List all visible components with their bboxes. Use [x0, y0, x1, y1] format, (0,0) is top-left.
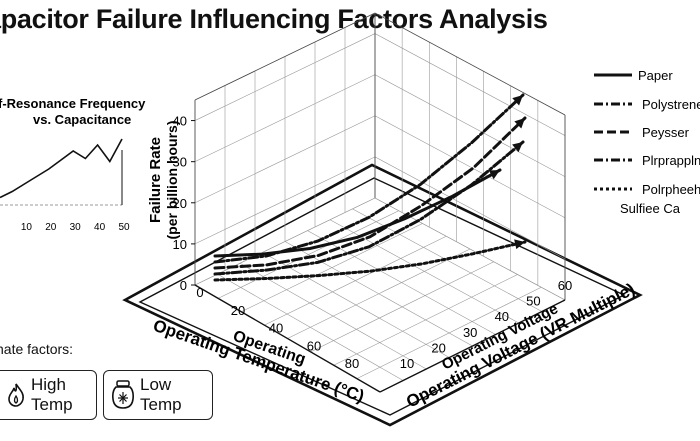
wall-grid-line — [374, 115, 566, 219]
y-tick-label: 10 — [173, 237, 187, 252]
floor-grid-line — [310, 261, 494, 353]
floor-grid-line — [352, 208, 543, 312]
volt-tick-label: 10 — [400, 356, 414, 371]
y-tick-label: 30 — [173, 155, 187, 170]
low-temp-button[interactable]: Low Temp — [103, 370, 213, 420]
legend-label-5-line2: Sulfiee Ca — [620, 201, 681, 216]
series-arrow-1 — [488, 170, 500, 180]
inset-x-tick-label: 30 — [70, 222, 82, 233]
inset-title-line1: f-Resonance Frequency — [0, 96, 146, 111]
inset-x-tick-label: 10 — [21, 222, 33, 233]
y-tick-label: 20 — [173, 196, 187, 211]
temp-tick-label: 60 — [307, 338, 321, 353]
base-outer-frame — [122, 163, 643, 427]
high-temp-button[interactable]: High Temp — [0, 370, 97, 420]
temp-tick-label: 80 — [345, 356, 359, 371]
wall-grid-line — [374, 156, 566, 260]
series-arrow-5 — [514, 239, 525, 250]
page-title: apacitor Failure Influencing Factors Ana… — [0, 4, 548, 34]
base-inner-frame — [138, 177, 626, 416]
volt-tick-label: 60 — [558, 278, 572, 293]
y-tick-label: 40 — [173, 114, 187, 129]
wall-edge — [374, 12, 566, 116]
series-line-4 — [213, 140, 525, 276]
y-axis-label-line1: Failure Rate — [147, 137, 164, 223]
wall-edge — [194, 12, 376, 101]
series-arrow-3 — [514, 118, 525, 129]
series-line-5 — [213, 240, 527, 282]
series-arrow-4 — [512, 142, 523, 153]
temp-tick-label: 0 — [196, 285, 203, 300]
volt-tick-label: 30 — [463, 325, 477, 340]
inset-x-tick-label: 40 — [94, 222, 106, 233]
legend-label-3: Peysser — [642, 125, 690, 140]
floor-grid-line — [333, 274, 518, 366]
legend-label-5: Polrpheeh — [642, 182, 700, 197]
wall-grid-line — [194, 33, 376, 121]
inset-title-line2: vs. Capacitance — [33, 112, 131, 127]
y-tick-label: 0 — [180, 278, 187, 293]
volt-tick-label: 40 — [495, 309, 509, 324]
series-arrow-2 — [512, 95, 523, 106]
y-axis-label-line2: (per billion hours) — [164, 121, 180, 240]
climate-factors-label: nate factors: — [0, 341, 74, 357]
wall-grid-line — [374, 74, 566, 177]
inset-series-line — [0, 138, 123, 199]
floor-grid-line — [356, 286, 542, 379]
low-temp-label: Low Temp — [140, 375, 182, 414]
temp-tick-label: 20 — [231, 303, 245, 318]
inset-x-tick-label: 50 — [118, 222, 130, 233]
volt-axis-line — [379, 299, 566, 393]
wall-grid-line — [194, 156, 376, 245]
temp-axis-line — [194, 284, 381, 393]
legend-label-4: Plrprappln — [642, 153, 700, 168]
wall-grid-line — [374, 33, 566, 136]
legend-label-2: Polystrene — [642, 97, 700, 112]
floor-grid-line — [307, 230, 496, 335]
wall-grid-line — [194, 74, 376, 162]
series-line-1 — [213, 168, 502, 258]
wall-grid-line — [194, 197, 376, 286]
temp-tick-label: 40 — [269, 321, 283, 336]
volt-tick-label: 50 — [526, 294, 540, 309]
snowflake-jar-icon — [110, 379, 136, 411]
floor-grid-line — [287, 248, 471, 339]
inset-x-tick-label: 20 — [45, 222, 57, 233]
high-temp-label: High Temp — [31, 375, 73, 414]
wall-grid-line — [194, 115, 376, 204]
series-line-2 — [213, 93, 525, 264]
series-line-3 — [213, 116, 527, 270]
legend-label-1: Paper — [638, 68, 673, 83]
flame-icon — [5, 382, 27, 408]
volt-tick-label: 20 — [431, 340, 445, 355]
